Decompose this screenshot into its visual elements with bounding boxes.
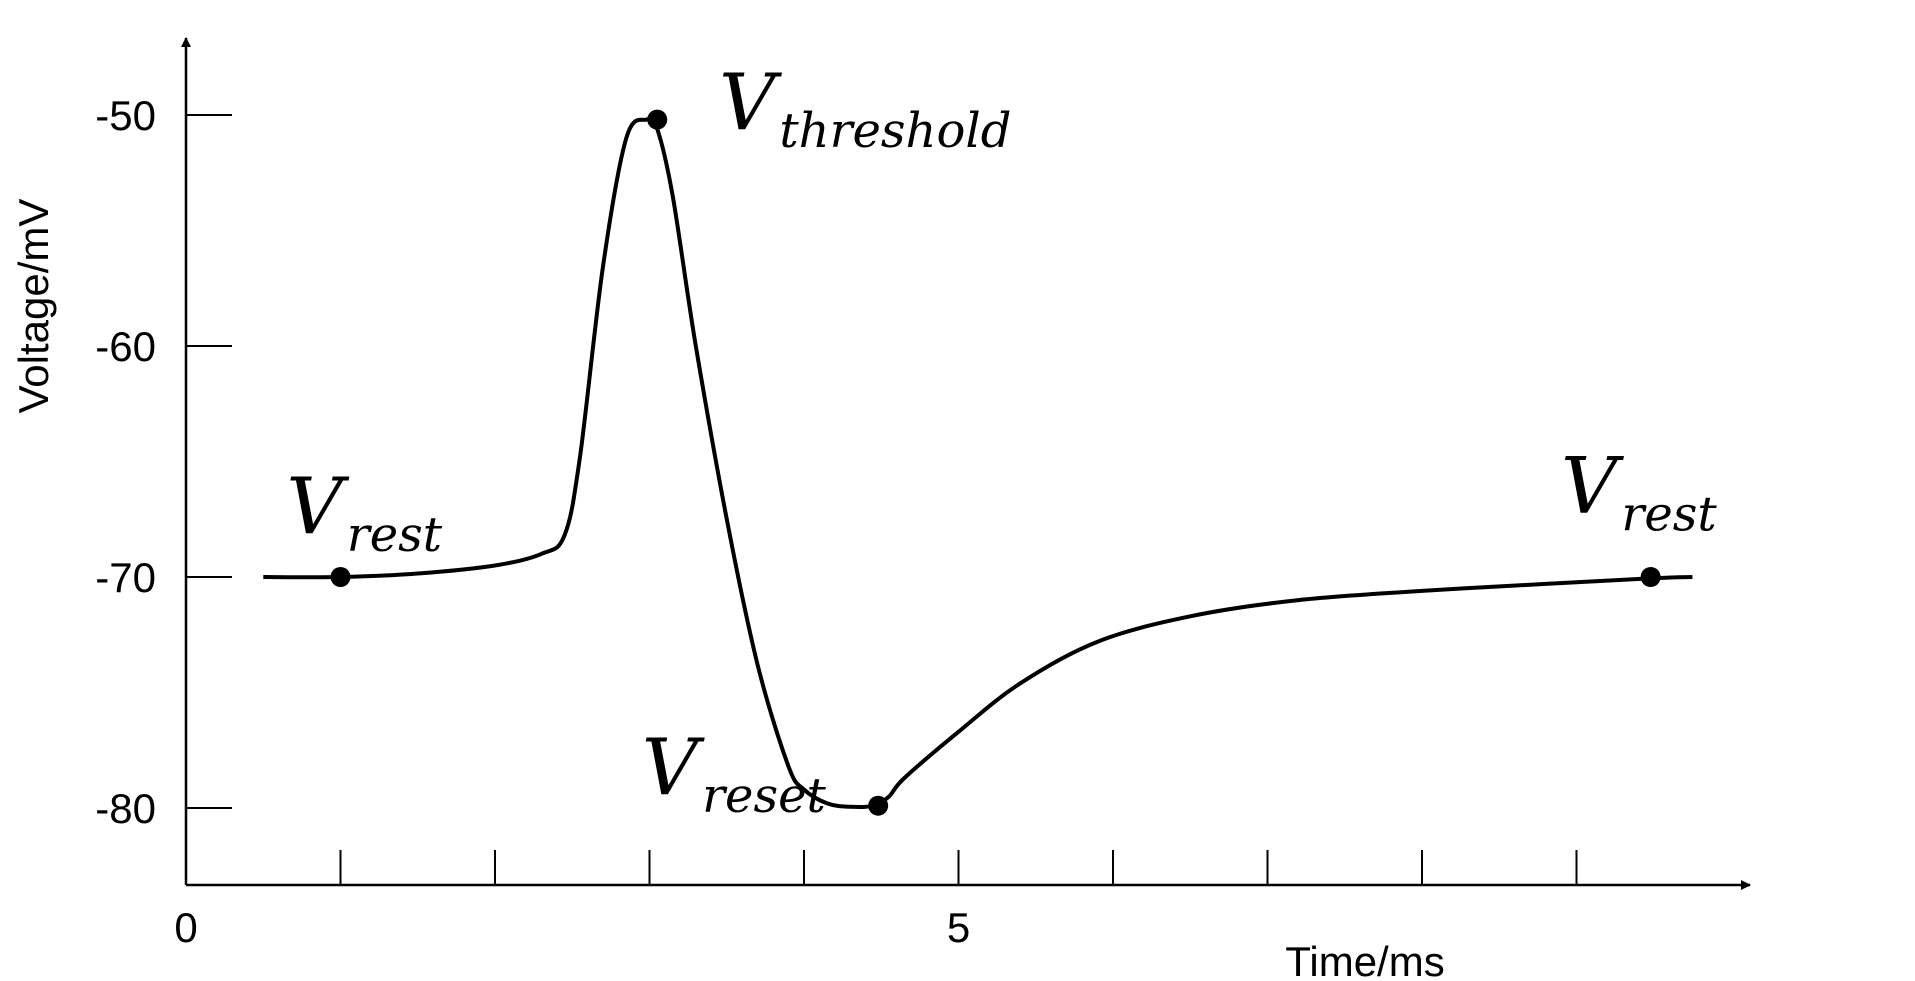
x-tick-label: 0	[174, 904, 197, 951]
y-axis-label: Voltage/mV	[10, 199, 57, 414]
voltage-curve	[263, 116, 1693, 810]
annotation-subscript: threshold	[779, 103, 1011, 159]
y-tick-label: -50	[95, 92, 156, 139]
annotation-label: Vrest	[286, 462, 442, 563]
points-group	[330, 109, 1661, 816]
ticks: 0 5 -50 -60 -70 -80	[95, 92, 1578, 951]
x-axis-label: Time/ms	[1285, 938, 1444, 981]
annotation-main: V	[642, 723, 705, 813]
annotation-subscript: reset	[702, 768, 826, 824]
annotation-main: V	[719, 58, 782, 148]
axes	[181, 37, 1751, 890]
data-point	[868, 795, 889, 816]
y-tick-label: -80	[95, 785, 156, 832]
data-point	[330, 567, 351, 587]
annotation-subscript: rest	[1621, 486, 1717, 542]
annotation-label: Vrest	[1561, 441, 1717, 542]
annotation-main: V	[1561, 441, 1624, 531]
annotation-label: Vreset	[642, 723, 827, 824]
annotation-subscript: rest	[347, 507, 443, 563]
y-tick-label: -60	[95, 323, 156, 370]
x-tick-label: 5	[947, 904, 970, 951]
y-tick-label: -70	[95, 554, 156, 601]
annotation-label: Vthreshold	[719, 58, 1011, 159]
data-point	[1640, 567, 1661, 587]
annotation-main: V	[286, 462, 349, 552]
data-point	[647, 109, 668, 130]
series-group	[263, 116, 1693, 810]
